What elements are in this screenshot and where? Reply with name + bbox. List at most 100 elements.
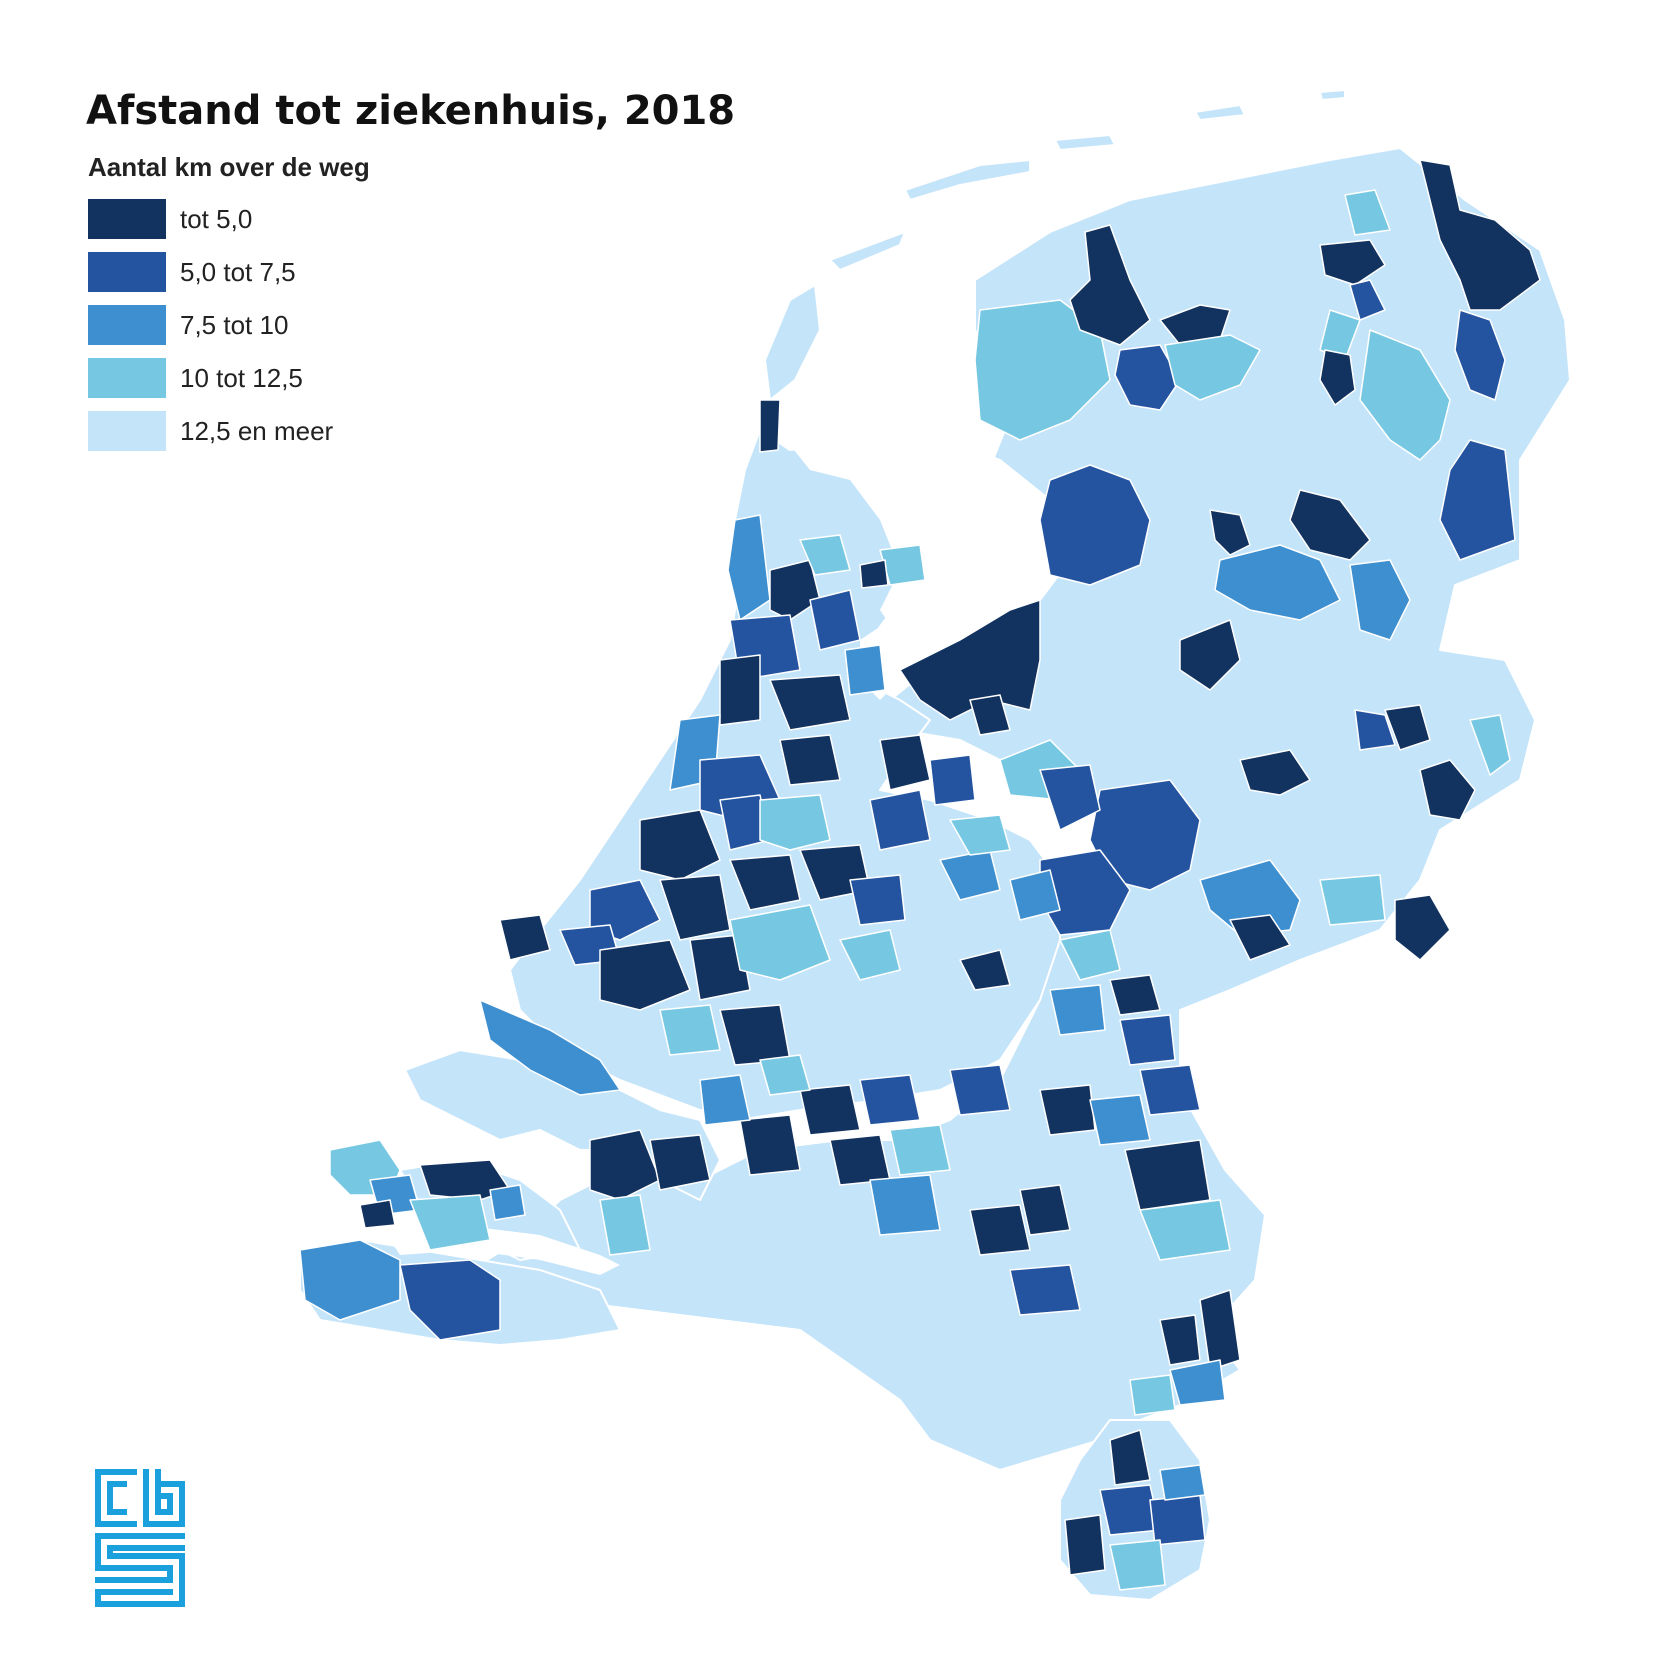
legend-swatch: [88, 252, 166, 292]
municipality-area: [1039, 464, 1151, 586]
municipality-area: [1139, 1064, 1201, 1116]
municipality-area: [949, 814, 1011, 856]
municipality-area: [1129, 1374, 1176, 1416]
municipality-area: [1419, 759, 1476, 821]
legend-item-5: 12,5 en meer: [88, 411, 333, 451]
oosterschelde: [420, 1145, 590, 1180]
municipality-area: [499, 914, 551, 961]
municipality-area: [1039, 1084, 1096, 1136]
municipality-area: [1019, 1184, 1071, 1236]
municipality-area: [799, 1084, 861, 1136]
municipality-area: [849, 874, 906, 926]
municipality-area: [359, 1199, 396, 1229]
municipality-area: [1159, 1314, 1201, 1366]
municipality-area: [949, 1064, 1011, 1116]
municipality-area: [399, 1259, 501, 1341]
municipality-area: [1469, 714, 1511, 776]
municipality-area: [1354, 709, 1396, 751]
legend-item-4: 10 tot 12,5: [88, 358, 333, 398]
municipality-area: [1179, 619, 1241, 691]
legend-swatch: [88, 199, 166, 239]
municipality-area: [1149, 1494, 1206, 1546]
municipality-area: [719, 654, 761, 726]
municipality-area: [1039, 764, 1101, 831]
municipality-area: [1089, 779, 1201, 891]
legend-label: 12,5 en meer: [180, 415, 334, 446]
country-base: [299, 89, 1571, 1601]
municipality-area: [1214, 544, 1341, 621]
legend-item-1: tot 5,0: [88, 199, 333, 239]
municipality-area: [599, 939, 691, 1011]
municipality-area: [1169, 1359, 1226, 1406]
island-texel: [764, 284, 821, 401]
municipality-area: [739, 1114, 801, 1176]
municipality-area: [727, 514, 771, 621]
municipality-area: [1344, 189, 1391, 236]
legend-item-3: 7,5 tot 10: [88, 305, 333, 345]
municipality-area: [969, 694, 1011, 736]
municipality-area: [1109, 1539, 1166, 1591]
municipality-area: [899, 599, 1041, 721]
island-ameland: [1054, 134, 1116, 151]
municipality-area: [1349, 279, 1386, 321]
municipality-area: [839, 929, 901, 981]
municipality-area: [844, 644, 886, 696]
municipality-area: [1124, 1139, 1211, 1211]
municipality-area: [869, 1174, 941, 1236]
ijsselmeer: [790, 330, 1020, 640]
municipality-area: [1384, 704, 1431, 751]
municipality-area: [1164, 334, 1261, 401]
municipality-area: [699, 1074, 751, 1126]
legend-label: 5,0 tot 7,5: [180, 256, 296, 287]
municipality-area: [769, 559, 821, 621]
municipality-area: [299, 1239, 401, 1321]
municipality-area: [859, 559, 889, 589]
municipality-area: [869, 789, 931, 851]
municipality-area: [729, 904, 831, 981]
municipality-area: [1139, 1199, 1231, 1261]
municipality-area: [1089, 1094, 1151, 1146]
municipality-area: [1419, 159, 1541, 311]
municipality-area: [879, 734, 931, 791]
municipality-area: [859, 1074, 921, 1126]
legend-swatch: [88, 358, 166, 398]
municipality-area: [1114, 344, 1181, 411]
island-vlieland: [829, 231, 906, 271]
municipality-area: [1159, 304, 1231, 346]
municipality-area: [1454, 309, 1506, 401]
municipality-area: [599, 1194, 651, 1256]
municipality-area: [659, 874, 731, 941]
municipality-area: [1049, 984, 1106, 1036]
municipality-area: [589, 1129, 661, 1201]
municipality-area: [1199, 859, 1301, 936]
island-rottumeroog: [1319, 89, 1346, 101]
municipality-area: [1394, 894, 1451, 961]
map-title: Afstand tot ziekenhuis, 2018: [86, 88, 736, 134]
municipality-area: [1439, 439, 1516, 561]
municipality-area: [1209, 509, 1251, 556]
municipality-area: [929, 754, 976, 806]
municipality-area: [1289, 489, 1371, 561]
municipality-area: [779, 734, 841, 786]
municipality-patches: [299, 159, 1541, 1591]
municipality-area: [1064, 1514, 1106, 1576]
municipality-area: [1239, 749, 1311, 796]
municipality-area: [1009, 1264, 1081, 1316]
municipality-area: [1199, 1289, 1241, 1371]
municipality-area: [969, 1204, 1031, 1256]
municipality-area: [729, 854, 801, 911]
legend-item-2: 5,0 tot 7,5: [88, 252, 333, 292]
municipality-area: [829, 1134, 891, 1186]
municipality-area: [1109, 974, 1161, 1016]
legend-label: tot 5,0: [180, 203, 253, 234]
municipality-area: [1349, 559, 1411, 641]
municipality-area: [689, 934, 751, 1001]
municipality-area: [959, 949, 1011, 991]
legend-swatch: [88, 305, 166, 345]
municipality-area: [1059, 929, 1121, 981]
legend-subtitle: Aantal km over de weg: [88, 152, 370, 182]
legend-label: 10 tot 12,5: [180, 362, 303, 393]
municipality-area: [1159, 1464, 1206, 1501]
municipality-area: [489, 1184, 526, 1221]
